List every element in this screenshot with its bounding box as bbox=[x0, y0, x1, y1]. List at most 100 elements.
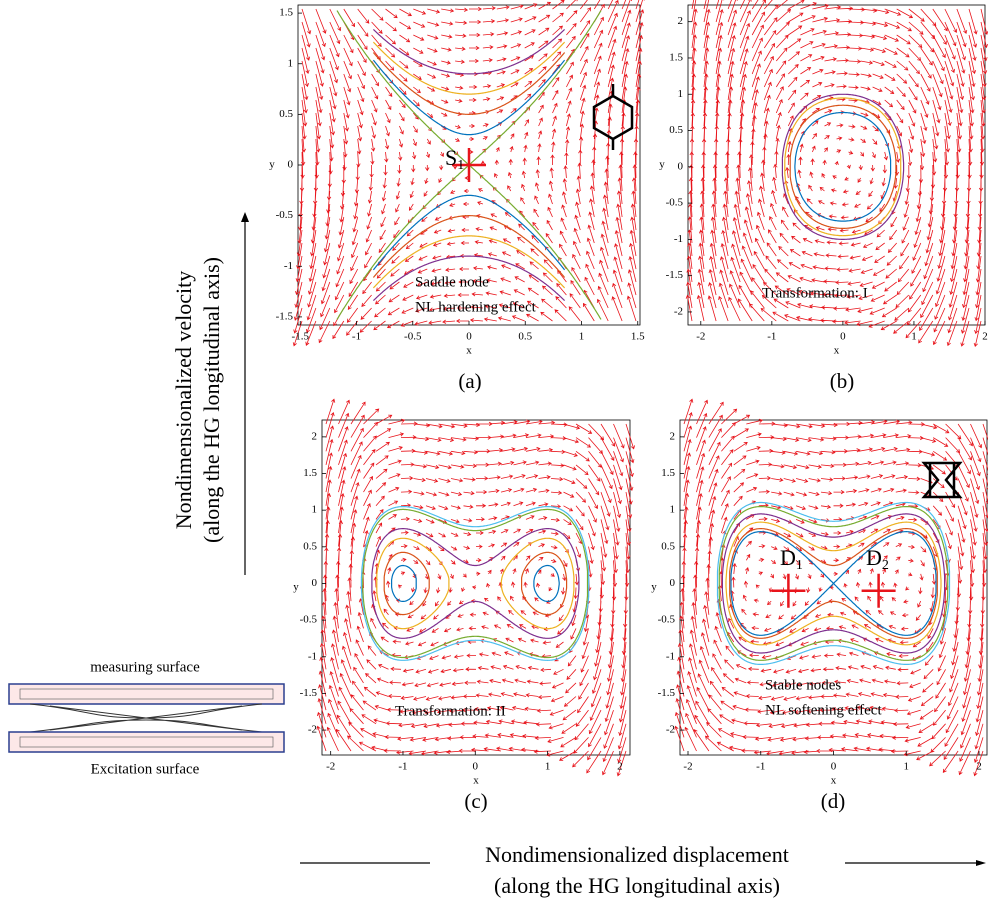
equilibrium-marker bbox=[861, 573, 896, 608]
trajectory bbox=[372, 255, 566, 302]
node-letter: S bbox=[445, 145, 457, 170]
x-tick-label: -2 bbox=[683, 761, 692, 773]
node-letter: D bbox=[780, 545, 796, 570]
y-tick-label: -1.5 bbox=[666, 269, 684, 281]
trajectory bbox=[789, 104, 897, 229]
trajectory bbox=[725, 521, 942, 646]
trajectory bbox=[729, 528, 938, 639]
trajectory bbox=[372, 235, 566, 289]
x-tick-label: -1 bbox=[398, 761, 407, 773]
x-axis-label: x bbox=[473, 775, 479, 787]
x-arrowhead bbox=[976, 860, 986, 866]
annotation: Transformation: II bbox=[395, 703, 506, 719]
annotation: Saddle node bbox=[415, 274, 489, 290]
y-tick-label: 1 bbox=[288, 57, 294, 69]
trajectory bbox=[521, 551, 568, 616]
y-tick-label: -2 bbox=[308, 724, 317, 736]
y-tick-label: 1.5 bbox=[669, 52, 683, 64]
trajectory bbox=[721, 513, 946, 654]
device-top-label: measuring surface bbox=[90, 659, 200, 675]
y-axis-label: y bbox=[293, 581, 299, 593]
x-tick-label: -2 bbox=[696, 331, 705, 343]
y-tick-label: 0 bbox=[670, 577, 676, 589]
annotation: NL hardening effect bbox=[415, 299, 537, 315]
bowtie-icon bbox=[921, 461, 963, 499]
x-tick-label: 2 bbox=[976, 761, 982, 773]
trajectory bbox=[383, 551, 430, 616]
annotation: NL softening effect bbox=[765, 702, 882, 718]
x-tick-label: 0 bbox=[831, 761, 837, 773]
panel-caption: (d) bbox=[821, 789, 846, 813]
node-subscript: 1 bbox=[796, 558, 803, 573]
x-tick-label: -0.5 bbox=[404, 331, 422, 343]
y-tick-label: -0.5 bbox=[658, 614, 676, 626]
annotation: Transformation: I bbox=[762, 285, 868, 301]
y-tick-label: 2 bbox=[670, 430, 676, 442]
x-tick-label: 1 bbox=[579, 331, 585, 343]
vector-field bbox=[292, 0, 645, 347]
trajectory bbox=[360, 506, 590, 662]
trajectory bbox=[784, 97, 902, 237]
x-tick-label: 1 bbox=[911, 331, 917, 343]
y-tick-label: 0 bbox=[312, 577, 318, 589]
x-tick-label: -1 bbox=[352, 331, 361, 343]
x-tick-label: 2 bbox=[982, 331, 988, 343]
y-arrowhead bbox=[241, 212, 249, 222]
y-tick-label: 0.5 bbox=[661, 540, 675, 552]
trajectory bbox=[500, 537, 575, 630]
x-tick-label: 0 bbox=[473, 761, 479, 773]
y-tick-label: 0.5 bbox=[303, 540, 317, 552]
surface-inner bbox=[19, 736, 274, 748]
panel: -2 -1 0 1 2 -2 -1.5 -1 -0.5 0 0.5 1 1.5 2 x y (d) Stable … bbox=[651, 398, 988, 813]
x-axis-label: x bbox=[831, 775, 837, 787]
y-tick-label: -1 bbox=[308, 650, 317, 662]
trajectory bbox=[718, 506, 949, 661]
y-axis-label: y bbox=[659, 159, 665, 171]
trajectory bbox=[372, 41, 566, 95]
y-tick-label: -1.5 bbox=[276, 310, 294, 322]
trajectory bbox=[372, 52, 566, 115]
equilibrium-marker bbox=[452, 148, 486, 182]
y-axis-label: y bbox=[651, 581, 657, 593]
y-tick-label: 0.5 bbox=[279, 108, 293, 120]
trajectory bbox=[376, 537, 450, 630]
x-axis-label: x bbox=[466, 345, 472, 357]
panel-caption: (c) bbox=[464, 789, 487, 813]
panel: -2 -1 0 1 2 -2 -1.5 -1 -0.5 0 0.5 1 1.5 2 x y (c) Transfo… bbox=[293, 398, 635, 813]
trajectory bbox=[372, 59, 566, 136]
annotation: Stable nodes bbox=[765, 677, 841, 693]
y-tick-label: -1 bbox=[284, 260, 293, 272]
trajectory bbox=[362, 508, 589, 659]
node-label: S1 bbox=[445, 145, 464, 173]
y-tick-label: 1.5 bbox=[303, 467, 317, 479]
trajectory bbox=[372, 28, 566, 75]
y-tick-label: -1 bbox=[666, 650, 675, 662]
y-tick-label: -1.5 bbox=[300, 687, 318, 699]
vector-field bbox=[316, 398, 635, 777]
y-tick-label: -0.5 bbox=[300, 614, 318, 626]
surface-inner bbox=[19, 688, 274, 700]
node-subscript: 2 bbox=[882, 558, 889, 573]
y-axis-label: y bbox=[269, 159, 275, 171]
panel-caption: (a) bbox=[458, 369, 481, 393]
trajectory bbox=[391, 564, 417, 602]
y-tick-label: 2 bbox=[678, 15, 684, 27]
x-tick-label: 0 bbox=[840, 331, 846, 343]
device-bottom-label: Excitation surface bbox=[91, 761, 200, 777]
panel-caption: (b) bbox=[830, 369, 855, 393]
trajectory bbox=[372, 194, 566, 271]
node-subscript: 1 bbox=[457, 158, 464, 173]
x-tick-label: 0 bbox=[466, 331, 472, 343]
surface bbox=[8, 731, 285, 753]
panel: -1.5 -1 -0.5 0 0.5 1 1.5 -1.5 -1 -0.5 0 0.5 1 1.5 x y (a… bbox=[269, 0, 645, 393]
x-label-line: Nondimensionalized displacement bbox=[485, 842, 789, 867]
y-tick-label: 1.5 bbox=[661, 467, 675, 479]
y-label-line: Nondimensionalized velocity bbox=[171, 271, 196, 529]
trajectory bbox=[794, 111, 892, 222]
trajectory bbox=[781, 93, 905, 240]
y-tick-label: 0.5 bbox=[669, 124, 683, 136]
y-tick-label: -0.5 bbox=[276, 209, 294, 221]
y-tick-label: 1 bbox=[678, 88, 684, 100]
surface bbox=[8, 683, 285, 705]
